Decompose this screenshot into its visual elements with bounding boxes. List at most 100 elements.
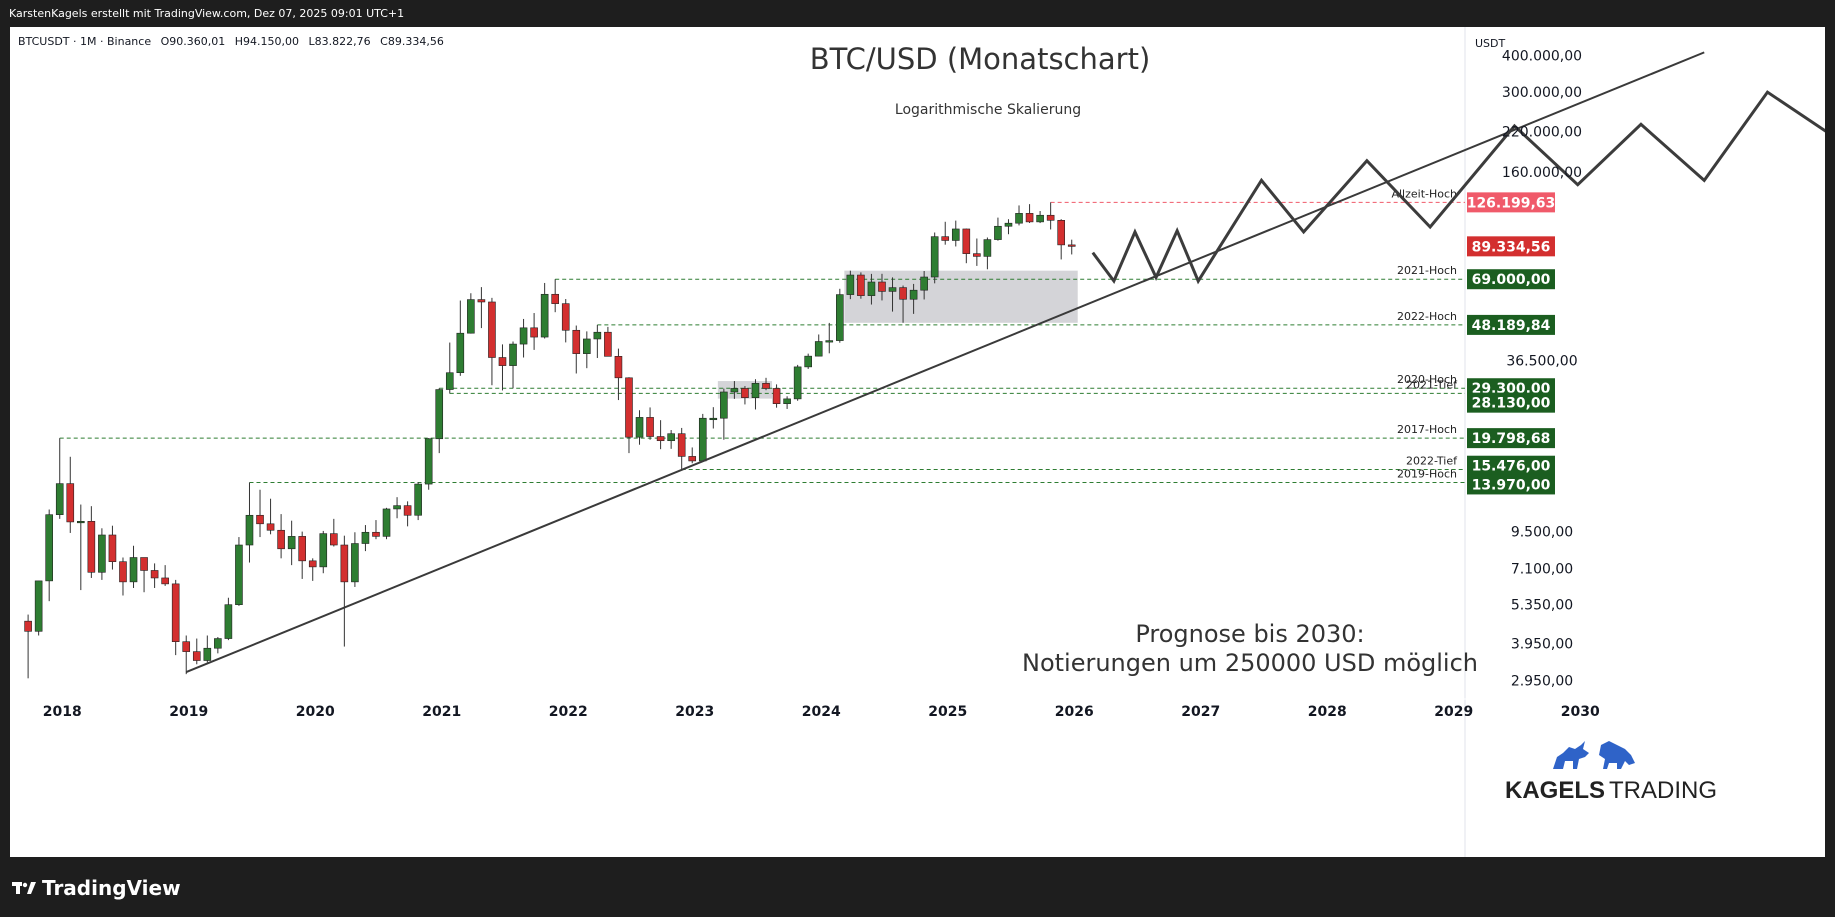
candle[interactable] [298, 531, 306, 579]
candle[interactable] [203, 635, 212, 663]
candle[interactable] [1015, 205, 1023, 226]
candle[interactable] [55, 438, 64, 519]
time-axis[interactable]: 2018 2019 2020 2021 2022 2023 2024 2025 2026 2027… [43, 704, 1600, 720]
candle[interactable] [98, 528, 106, 580]
candle[interactable] [393, 497, 401, 519]
candle[interactable] [488, 297, 496, 386]
candle[interactable] [477, 287, 486, 329]
candle[interactable] [793, 364, 802, 401]
candle[interactable] [435, 388, 444, 454]
candle[interactable] [646, 407, 654, 440]
candle[interactable] [1067, 239, 1076, 255]
candle[interactable] [804, 353, 812, 369]
candle[interactable] [994, 217, 1002, 241]
candle[interactable] [77, 504, 85, 591]
symbol-label[interactable]: BTCUSDT · 1M · Binance [18, 35, 152, 48]
candle[interactable] [171, 579, 180, 656]
candle[interactable] [762, 377, 770, 391]
candle[interactable] [361, 525, 370, 552]
candle[interactable] [593, 324, 602, 359]
candle[interactable] [382, 507, 391, 540]
candle[interactable] [319, 530, 328, 574]
candle[interactable] [867, 273, 876, 305]
candle[interactable] [403, 501, 412, 527]
candle[interactable] [825, 322, 834, 354]
candle[interactable] [34, 580, 43, 636]
candle[interactable] [119, 557, 127, 596]
candle[interactable] [899, 285, 907, 323]
candle[interactable] [741, 386, 749, 405]
candle[interactable] [836, 288, 844, 343]
candle[interactable] [1004, 219, 1013, 235]
candle[interactable] [930, 232, 939, 284]
candle[interactable] [857, 272, 865, 299]
candle[interactable] [24, 614, 32, 679]
candle[interactable] [551, 279, 559, 313]
candle[interactable] [635, 410, 644, 445]
candle[interactable] [340, 535, 349, 647]
candle[interactable] [973, 238, 981, 266]
candle[interactable] [730, 381, 739, 399]
candle[interactable] [308, 558, 317, 581]
price-chart[interactable]: Allzeit-Hoch2021-Hoch2022-Hoch2020-Hoch2… [10, 27, 1825, 857]
candle[interactable] [351, 532, 359, 587]
candle[interactable] [140, 557, 148, 593]
candle[interactable] [625, 377, 633, 454]
candle[interactable] [330, 518, 338, 547]
candle[interactable] [224, 597, 233, 641]
candle[interactable] [540, 282, 549, 339]
candle[interactable] [414, 482, 422, 521]
candle[interactable] [983, 237, 992, 270]
candle[interactable] [214, 637, 222, 654]
candle[interactable] [266, 498, 275, 535]
candle[interactable] [656, 420, 665, 450]
candle[interactable] [783, 396, 791, 409]
candle[interactable] [772, 384, 781, 408]
candle[interactable] [277, 514, 285, 559]
candle[interactable] [878, 273, 886, 301]
candle[interactable] [604, 326, 612, 357]
candle[interactable] [962, 228, 971, 264]
candle[interactable] [1025, 204, 1034, 224]
candle[interactable] [846, 270, 855, 300]
candle[interactable] [245, 482, 254, 563]
candle[interactable] [1036, 211, 1044, 224]
candle[interactable] [192, 638, 201, 665]
candle[interactable] [467, 293, 475, 334]
candle[interactable] [161, 565, 169, 586]
candle[interactable] [45, 509, 53, 602]
candle[interactable] [424, 438, 433, 490]
candle[interactable] [108, 525, 117, 570]
candle[interactable] [87, 506, 96, 578]
candle[interactable] [583, 331, 591, 369]
candle[interactable] [182, 635, 191, 675]
candle[interactable] [287, 520, 296, 566]
candle[interactable] [1057, 219, 1065, 260]
tradingview-logo[interactable]: TradingView [12, 876, 181, 900]
candle[interactable] [888, 277, 897, 312]
candle[interactable] [129, 545, 138, 588]
candle[interactable] [720, 388, 728, 440]
candle[interactable] [677, 427, 686, 470]
candle[interactable] [372, 520, 380, 540]
candle[interactable] [572, 325, 581, 374]
candle[interactable] [561, 299, 570, 343]
candle[interactable] [530, 313, 538, 350]
candle[interactable] [456, 300, 465, 376]
candle[interactable] [235, 537, 243, 606]
candle[interactable] [1046, 202, 1055, 230]
candle[interactable] [951, 220, 960, 247]
candle[interactable] [614, 348, 623, 401]
candle[interactable] [688, 447, 697, 464]
candle[interactable] [150, 563, 159, 588]
candle[interactable] [519, 318, 528, 358]
candle[interactable] [814, 334, 823, 357]
candle[interactable] [941, 221, 950, 245]
candle[interactable] [709, 407, 718, 429]
candle[interactable] [509, 341, 517, 389]
candle[interactable] [66, 456, 75, 533]
candle[interactable] [256, 489, 264, 538]
candle[interactable] [751, 379, 760, 410]
candle[interactable] [667, 430, 675, 449]
